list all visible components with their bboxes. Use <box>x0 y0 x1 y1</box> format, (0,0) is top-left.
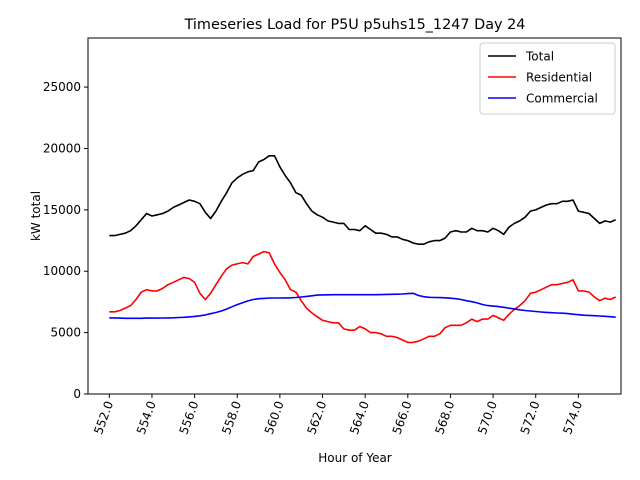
series-line-commercial <box>109 292 616 320</box>
y-tick-label: 15000 <box>43 203 81 217</box>
plot-frame <box>87 37 622 395</box>
y-tick-label: 10000 <box>43 264 81 278</box>
y-axis-ticks: 0 5000 10000 15000 20000 25000 <box>43 80 88 401</box>
chart-title: Timeseries Load for P5U p5uhs15_1247 Day… <box>184 17 526 33</box>
legend: Total Residential Commercial <box>479 42 616 115</box>
legend-label: Residential <box>526 71 592 85</box>
series-line-total <box>109 155 617 245</box>
x-axis-label: Hour of Year <box>318 451 392 465</box>
y-tick-label: 20000 <box>43 141 81 155</box>
y-axis-label: kW total <box>29 191 43 241</box>
legend-label: Commercial <box>526 92 598 106</box>
series-line-residential <box>109 250 617 344</box>
y-tick-label: 0 <box>73 387 81 401</box>
y-tick-label: 5000 <box>50 326 81 340</box>
y-tick-label: 25000 <box>43 80 81 94</box>
legend-label: Total <box>525 50 554 64</box>
series-lines <box>109 155 617 344</box>
legend-box <box>479 42 616 115</box>
